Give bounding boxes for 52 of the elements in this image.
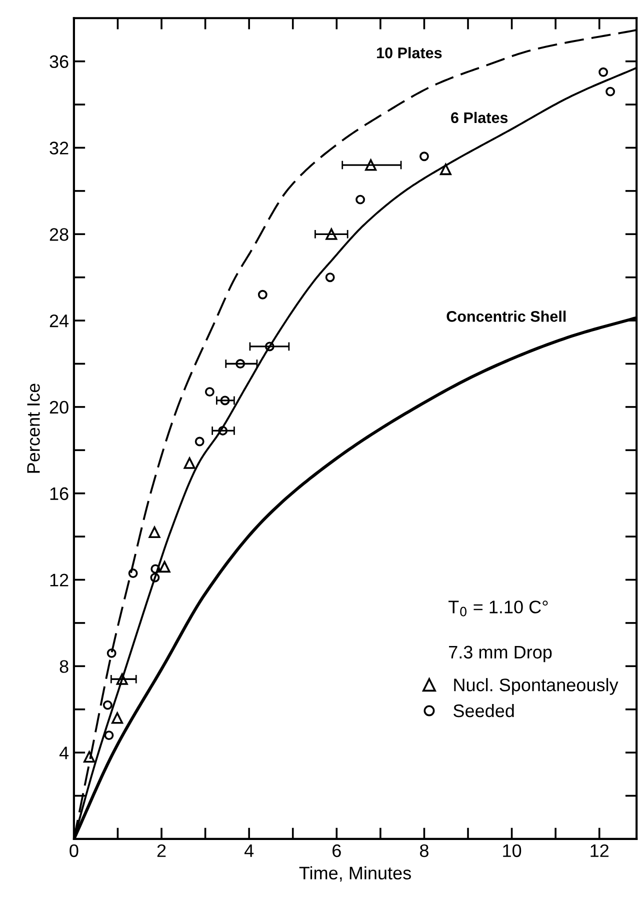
y-tick-label: 32 [50,142,68,154]
point [184,457,196,469]
point [158,561,170,573]
point [150,572,160,582]
x-tick-label: 10 [503,844,522,858]
y-tick-label: 28 [50,228,68,241]
point [204,387,214,397]
series-label: 6 Plates [451,112,508,124]
point [128,568,138,578]
x-tick-label: 4 [244,844,254,857]
legend-label: Seeded [454,704,514,718]
point [84,751,96,763]
point [116,673,128,685]
point [194,436,204,446]
point [258,290,268,300]
point [325,272,335,282]
legend-label: Nucl. Spontaneously [454,678,618,695]
y-tick-label: 20 [50,400,68,414]
y-tick-label: 24 [50,314,69,328]
series-label: Concentric Shell [446,310,566,322]
y-tick-label: 12 [50,574,68,586]
point [104,730,114,740]
x-tick-label: 8 [420,844,428,858]
point [220,396,230,406]
point [236,359,246,368]
point [606,86,616,96]
y-axis-title: Percent Ice [27,384,40,473]
y-tick-label: 4 [59,746,69,760]
point [356,194,366,204]
x-tick-label: 2 [157,844,166,857]
point [440,164,452,176]
y-tick-label: 16 [50,487,68,500]
y-tick-label: 36 [50,55,68,68]
point [148,526,160,538]
point [264,342,274,352]
point [419,152,429,162]
x-tick-label: 0 [70,844,78,858]
point [365,159,377,171]
annotation: 7.3 mm Drop [449,646,552,662]
y-tick-label: 8 [60,660,68,673]
annotation: T$_{0}$ = 1.10 C° [448,600,548,616]
point [218,426,228,436]
series-label: 10 Plates [377,47,442,58]
point [326,228,338,240]
point [112,712,124,724]
point [598,67,608,77]
x-axis-title: Time, Minutes [299,866,411,882]
point [106,648,116,658]
point [102,700,112,710]
x-tick-label: 12 [590,844,608,857]
point [150,564,160,574]
x-tick-label: 6 [332,844,341,858]
